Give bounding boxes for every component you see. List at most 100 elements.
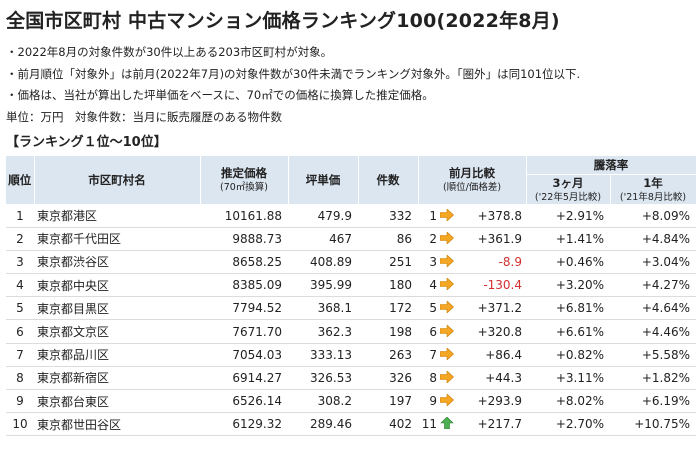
header-prev: 前月比較 (順位/価格差) [418,156,527,205]
table-row: 3 東京都渋谷区 8658.25 408.89 251 3 -8.9 +0.46% +3.04% [6,250,696,275]
arrow-right-icon [440,231,454,244]
note-line: ・前月順位「対象外」は前月(2022年7月)の対象件数が30件未満でランキング対… [6,66,581,81]
prev-rank: 8 [429,370,437,385]
price-diff-cell: +217.7 [458,412,526,437]
count-cell: 251 [358,250,418,275]
count-cell: 197 [358,389,418,414]
prev-rank-cell: 9 [418,389,458,414]
header-rate-1y-sub: ('21年8月比較) [619,191,687,203]
rate-1y-cell: +8.09% [610,204,696,228]
price-diff-cell: -130.4 [458,273,526,298]
tsubo-cell: 362.3 [288,319,358,344]
name-cell: 東京都台東区 [34,389,200,414]
arrow-up-icon [440,417,454,430]
table-row: 7 東京都品川区 7054.03 333.13 263 7 +86.4 +0.82% +5.58… [6,343,696,367]
count-cell: 86 [358,227,418,251]
table-row: 8 東京都新宿区 6914.27 326.53 326 8 +44.3 +3.11% +1.82… [6,366,696,391]
rate-3m-cell: +2.91% [526,204,610,228]
price-diff-cell: -8.9 [458,250,526,275]
count-cell: 172 [358,296,418,321]
count-cell: 332 [358,204,418,228]
prev-rank: 9 [429,394,437,409]
rate-1y-cell: +4.84% [610,227,696,251]
arrow-right-icon [440,254,454,267]
count-cell: 326 [358,366,418,391]
arrow-right-icon [440,301,454,314]
price-cell: 10161.88 [200,204,288,228]
note-line: 単位：万円 対象件数：当月に販売履歴のある物件数 [6,109,282,124]
prev-rank: 5 [429,301,437,316]
rate-3m-cell: +0.46% [526,250,610,275]
header-rate: 騰落率 [526,156,697,175]
name-cell: 東京都世田谷区 [34,412,200,437]
rank-cell: 4 [6,273,34,298]
price-cell: 8385.09 [200,273,288,298]
name-cell: 東京都中央区 [34,273,200,298]
rank-cell: 7 [6,343,34,367]
header-prev-label: 前月比較 [449,166,495,181]
prev-rank-cell: 8 [418,366,458,391]
note-line: ・価格は、当社が算出した坪単価をベースに、70㎡での価格に換算した推定価格。 [6,88,434,102]
page-title: 全国市区町村 中古マンション価格ランキング100(2022年8月) [6,10,560,32]
arrow-right-icon [440,370,454,383]
rank-cell: 6 [6,319,34,344]
ranking-table: 順位 市区町村名 推定価格 (70㎡換算) 坪単価 件数 前月比較 (順位/価格… [6,156,697,437]
rate-3m-cell: +6.81% [526,296,610,321]
header-price-label: 推定価格 [221,166,267,181]
table-row: 10 東京都世田谷区 6129.32 289.46 402 11 +217.7 +2.70% +… [6,412,696,437]
tsubo-cell: 368.1 [288,296,358,321]
rate-1y-cell: +4.46% [610,319,696,344]
price-cell: 6526.14 [200,389,288,414]
price-cell: 7671.70 [200,319,288,344]
prev-rank: 1 [429,208,437,223]
price-cell: 6914.27 [200,366,288,391]
notes: ・2022年8月の対象件数が30件以上ある203市区町村が対象。 ・前月順位「対… [6,42,696,128]
rate-1y-cell: +1.82% [610,366,696,391]
price-diff-cell: +320.8 [458,319,526,344]
price-cell: 8658.25 [200,250,288,275]
prev-rank-cell: 5 [418,296,458,321]
rate-1y-cell: +3.04% [610,250,696,275]
price-cell: 7794.52 [200,296,288,321]
header-rate-3m-label: 3ヶ月 [552,175,584,190]
header-name: 市区町村名 [34,156,201,205]
rate-1y-cell: +4.64% [610,296,696,321]
header-rank: 順位 [6,156,35,205]
prev-rank: 7 [429,347,437,362]
rate-1y-cell: +10.75% [610,412,696,437]
table-row: 5 東京都目黒区 7794.52 368.1 172 5 +371.2 +6.81% +4.64… [6,296,696,321]
rate-1y-cell: +6.19% [610,389,696,414]
table-row: 1 東京都港区 10161.88 479.9 332 1 +378.8 +2.91% +8.09… [6,204,696,228]
price-cell: 9888.73 [200,227,288,251]
price-diff-cell: +371.2 [458,296,526,321]
prev-rank: 6 [429,324,437,339]
arrow-right-icon [440,278,454,291]
arrow-right-icon [440,347,454,360]
tsubo-cell: 479.9 [288,204,358,228]
rate-3m-cell: +1.41% [526,227,610,251]
price-diff-cell: +293.9 [458,389,526,414]
name-cell: 東京都品川区 [34,343,200,367]
prev-rank-cell: 3 [418,250,458,275]
header-rate-1y: 1年 ('21年8月比較) [610,174,697,205]
arrow-right-icon [440,394,454,407]
prev-rank: 3 [429,254,437,269]
count-cell: 198 [358,319,418,344]
rank-cell: 10 [6,412,34,437]
rate-1y-cell: +4.27% [610,273,696,298]
price-diff-cell: +361.9 [458,227,526,251]
rate-3m-cell: +8.02% [526,389,610,414]
count-cell: 180 [358,273,418,298]
rank-cell: 8 [6,366,34,391]
prev-rank-cell: 4 [418,273,458,298]
prev-rank: 4 [429,278,437,293]
prev-rank-cell: 6 [418,319,458,344]
tsubo-cell: 289.46 [288,412,358,437]
prev-rank-cell: 2 [418,227,458,251]
header-price: 推定価格 (70㎡換算) [200,156,289,205]
table-row: 6 東京都文京区 7671.70 362.3 198 6 +320.8 +6.61% +4.46… [6,319,696,344]
header-count: 件数 [358,156,419,205]
name-cell: 東京都文京区 [34,319,200,344]
prev-rank: 2 [429,231,437,246]
